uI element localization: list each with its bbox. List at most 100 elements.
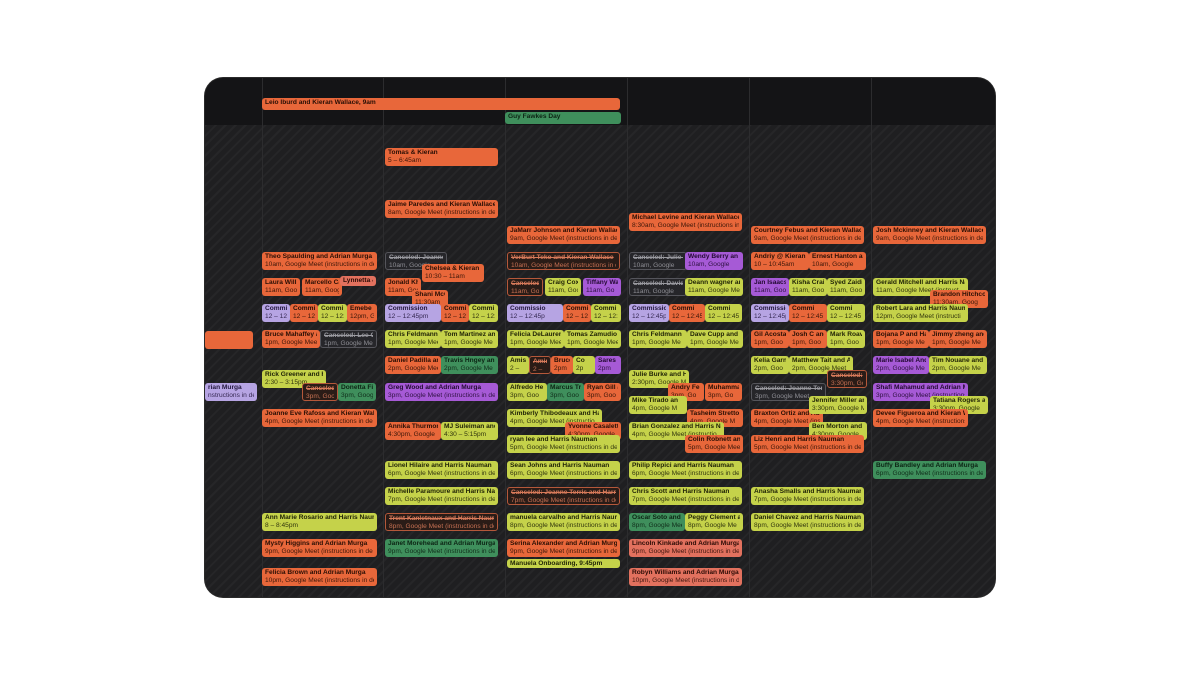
calendar-event[interactable] <box>205 331 253 349</box>
calendar-event[interactable]: Daniel Padilla an 2pm, Google Meet <box>385 356 441 374</box>
calendar-event[interactable]: Theo Spaulding and Adrian Murga 10am, Goo… <box>262 252 377 270</box>
calendar-event[interactable]: Michelle Paramoure and Harris Nau 7pm, Go… <box>385 487 498 505</box>
calendar-event[interactable]: Robyn Williams and Adrian Murga 10pm, Goo… <box>629 568 742 586</box>
calendar-event[interactable]: Kelia Garne2pm, Goo <box>751 356 789 374</box>
calendar-event[interactable]: Ryan Gill a 3pm, Goo <box>584 383 621 401</box>
calendar-event[interactable]: Travis Hngey an 2pm, Google Me <box>441 356 498 374</box>
calendar-event[interactable]: Brandon Hitchco 11:30am, Goog <box>930 290 988 308</box>
calendar-event[interactable]: Serina Alexander and Adrian Murga 9pm, Go… <box>507 539 620 557</box>
calendar-event[interactable]: Alfredo He 3pm, Goo <box>507 383 547 401</box>
calendar-event[interactable]: Andriy @ Kieran 10 – 10:45am <box>751 252 809 270</box>
calendar-event[interactable]: Trent Kanletnaux and Harris Nauma 8pm, Go… <box>385 513 498 531</box>
calendar-event[interactable]: Commissio 12 – 12:45p <box>751 304 789 322</box>
calendar-event[interactable]: Marie Isabel And 2pm, Google Me <box>873 356 929 374</box>
calendar-event[interactable]: Felicia DeLaurent 1pm, Google Meet <box>507 330 564 348</box>
calendar-event[interactable]: Craig Cox 11am, Goo <box>545 278 581 296</box>
calendar-event[interactable]: Deann wagner an 11am, Google Me <box>685 278 743 296</box>
calendar-event[interactable]: Ernest Hanton an 10am, Google <box>809 252 866 270</box>
calendar-event[interactable]: Felicia Brown and Adrian Murga 10pm, Goog… <box>262 568 377 586</box>
calendar-event[interactable]: Tiffany Wa 11am, Go <box>583 278 621 296</box>
calendar-event[interactable]: Canceled: Lee Gu1pm, Google Me <box>320 330 377 348</box>
calendar-event[interactable]: Commissio 12 – 12:45p <box>507 304 563 322</box>
calendar-event[interactable]: Marcus Tri 3pm, Goo <box>547 383 584 401</box>
calendar-event[interactable]: ryan lee and Harris Nauman 5pm, Google Me… <box>507 435 620 453</box>
calendar-event[interactable]: Co 2p <box>573 356 595 374</box>
calendar-event[interactable]: JaMarr Johnson and Kieran Wallace 9am, Go… <box>507 226 620 244</box>
calendar-event[interactable]: Dave Cupp and K 1pm, Google Me <box>687 330 743 348</box>
calendar-event[interactable]: Janet Morehead and Adrian Murga 9pm, Goog… <box>385 539 498 557</box>
calendar-event[interactable]: Canceled: Julie B 10am, Google <box>629 252 687 270</box>
calendar-event[interactable]: Tim Nouane and 2pm, Google Me <box>929 356 987 374</box>
calendar-event[interactable]: Ann Marie Rosario and Harris Nauma 8 – 8:… <box>262 513 377 531</box>
calendar-event[interactable]: Sean Johns and Harris Nauman 6pm, Google … <box>507 461 620 479</box>
calendar-event[interactable]: Philip Repici and Harris Nauman 6pm, Goog… <box>629 461 742 479</box>
calendar-event[interactable]: Colin Robnett and 5pm, Google Meet <box>685 435 743 453</box>
calendar-event[interactable]: Peggy Clement a 8pm, Google Me <box>685 513 743 531</box>
calendar-event[interactable]: Chris Scott and Harris Nauman 7pm, Google… <box>629 487 742 505</box>
calendar-event[interactable]: Canceled: David 11am, Google <box>629 278 687 296</box>
calendar-event[interactable]: Canceled:3pm, Goog <box>302 383 338 401</box>
calendar-event[interactable]: Amiss2 – <box>507 356 529 374</box>
calendar-event[interactable]: Lincoln Kinkade and Adrian Murga 9pm, Goo… <box>629 539 742 557</box>
calendar-event[interactable]: Liz Henri and Harris Nauman 5pm, Google M… <box>751 435 864 453</box>
calendar-event[interactable]: Gil Acosta 1pm, Goo <box>751 330 789 348</box>
calendar-event[interactable]: Bojana P and Ha 1pm, Google Me <box>873 330 929 348</box>
calendar-event[interactable]: Mike Tirado an 4pm, Google M <box>629 396 687 414</box>
calendar-event[interactable]: Manuela Onboarding, 9:45pm <box>507 559 620 568</box>
calendar-event[interactable]: Robert Lara and Harris Nauma 12pm, Google… <box>873 304 968 322</box>
calendar-event[interactable]: Mark Roave1pm, Goo <box>827 330 865 348</box>
calendar-event[interactable]: Sares 2pm <box>595 356 621 374</box>
calendar-event[interactable]: Tomas & Kieran 5 – 6:45am <box>385 148 498 166</box>
calendar-event[interactable]: Joanne Eve Rafoss and Kieran Walla 4pm, G… <box>262 409 377 427</box>
calendar-event[interactable]: Lynnetta & <box>340 276 376 286</box>
calendar-event[interactable]: manuela carvalho and Harris Nauman 8pm, G… <box>507 513 620 531</box>
calendar-event[interactable]: Jennifer Miller an 3:30pm, Google M <box>809 396 867 414</box>
calendar-event[interactable]: Josh C and 1pm, Goo <box>789 330 827 348</box>
calendar-event[interactable]: Canceled: Joanne Terra 3pm, Google Meet <box>751 383 826 401</box>
calendar-event[interactable]: rian Murga nstructions in de <box>205 383 257 401</box>
all-day-event[interactable]: Guy Fawkes Day <box>505 112 621 124</box>
calendar-event[interactable]: Syed Zaidi 11am, Goo <box>827 278 865 296</box>
calendar-event[interactable]: Bruce2pm <box>551 356 573 374</box>
calendar-event[interactable]: Kisha Craig11am, Goo <box>789 278 827 296</box>
calendar-event[interactable]: Matthew Tait and A 2pm, Google Meet <box>789 356 853 374</box>
calendar-event[interactable]: Oscar Soto and Ha8pm, Google Meet <box>629 513 685 531</box>
calendar-event[interactable]: Greg Wood and Adrian Murga 3pm, Google Me… <box>385 383 498 401</box>
calendar-event[interactable]: Shani McGo11:30am <box>412 290 448 308</box>
calendar-event[interactable]: Braxton Ortiz and Adrian M4pm, Google Me… <box>751 409 823 427</box>
calendar-event[interactable]: Michael Levine and Kieran Wallace 8:30am,… <box>629 213 742 231</box>
calendar-event[interactable]: Canceled: 3:30pm, Go <box>827 370 867 388</box>
calendar-event[interactable]: Lionel Hilaire and Harris Nauman 6pm, Goo… <box>385 461 498 479</box>
calendar-event[interactable]: Canceled: 11am, Goog <box>507 278 543 296</box>
calendar-event[interactable]: Chris Feldmann 1pm, Google Me <box>629 330 687 348</box>
calendar-event[interactable]: MJ Suleiman and 4:30 – 5:15pm <box>441 422 498 440</box>
calendar-event[interactable]: Jimmy zheng and 1pm, Google Me <box>929 330 987 348</box>
calendar-event[interactable]: Mysty Higgins and Adrian Murga 9pm, Googl… <box>262 539 377 557</box>
calendar-event[interactable]: Marcello Ca 11am, Goog <box>302 278 342 296</box>
all-day-event[interactable]: Leio Iburd and Kieran Wallace, 9am <box>262 98 620 110</box>
calendar-event[interactable]: Canceled: Joanne Terris and Harris 7pm, G… <box>507 487 620 505</box>
calendar-event[interactable]: Buffy Bandley and Adrian Murga 6pm, Googl… <box>873 461 986 479</box>
calendar-event[interactable]: Courtney Febus and Kieran Wallace 9am, Go… <box>751 226 864 244</box>
calendar-event[interactable]: Jaime Paredes and Kieran Wallace 8am, Goo… <box>385 200 498 218</box>
calendar-event[interactable]: Josh Mckinney and Kieran Wallace 9am, Goo… <box>873 226 986 244</box>
calendar-event[interactable]: Daniel Chavez and Harris Nauman 8pm, Goog… <box>751 513 864 531</box>
calendar-event[interactable]: Chelsea & Kieran (I 10:30 – 11am <box>422 264 484 282</box>
calendar-event[interactable]: Emebe 12pm, G <box>347 304 377 322</box>
